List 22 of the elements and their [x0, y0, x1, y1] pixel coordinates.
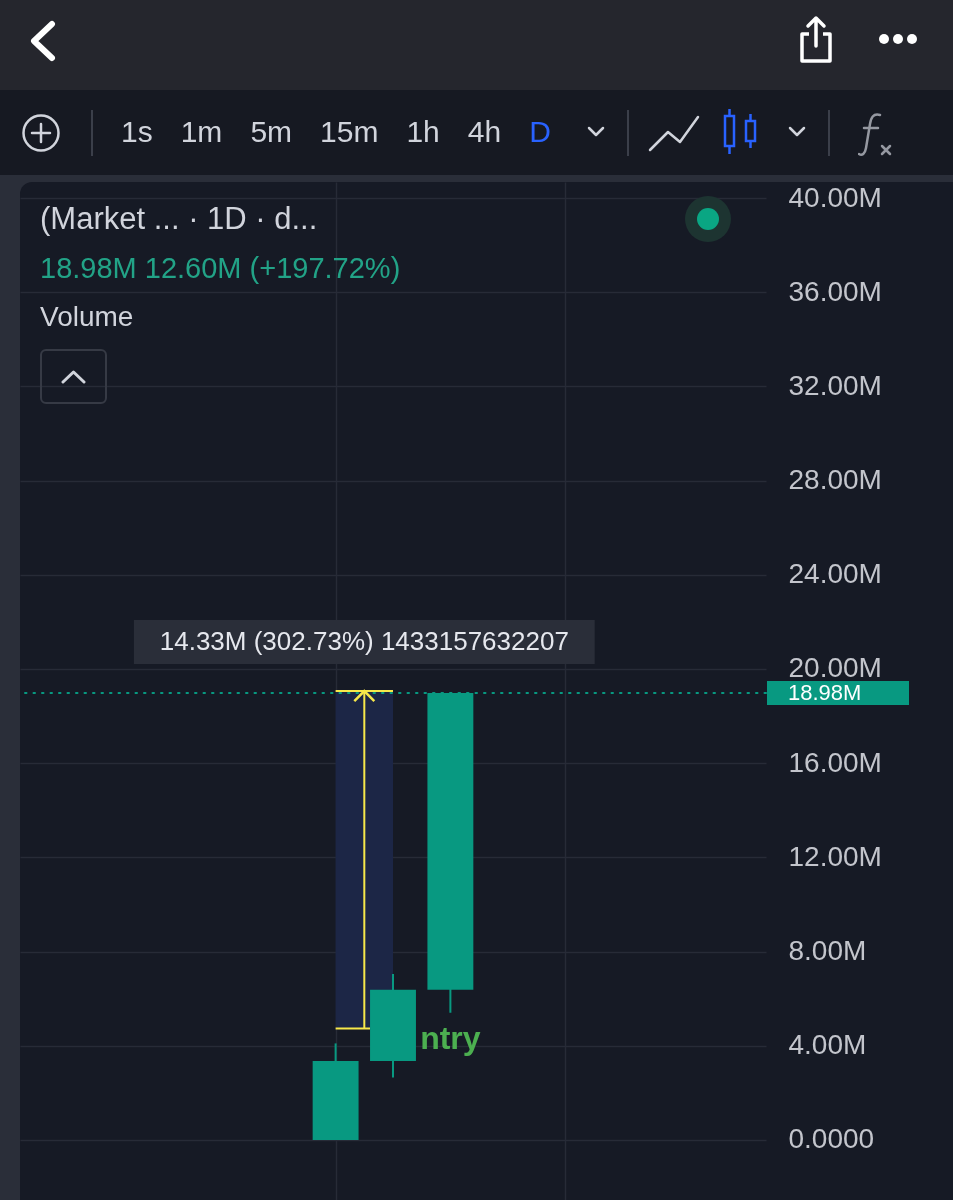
y-tick-label: 36.00M	[788, 275, 882, 307]
text: 5m	[250, 114, 293, 150]
band-label: 14.33M (302.73%) 1433157632207	[159, 626, 569, 657]
annotation: Volume	[40, 300, 134, 334]
y-tick-label: 12.00M	[788, 840, 882, 872]
y-tick-label: 40.00M	[788, 181, 882, 213]
text: 1h	[406, 114, 440, 150]
annotation: ntry	[420, 1019, 481, 1056]
y-tick-label: 8.00M	[788, 935, 867, 967]
text: 15m	[320, 114, 379, 150]
text: 1s	[121, 114, 153, 150]
text: D	[529, 114, 551, 150]
text: (Market ... · 1D · d...	[40, 201, 318, 237]
y-tick-label: 32.00M	[788, 369, 882, 401]
text: 18.98M 12.60M (+197.72%)	[40, 251, 401, 285]
y-tick-label: 0.0000	[788, 1123, 875, 1155]
y-tick-label: 28.00M	[788, 464, 882, 496]
text: 4h	[467, 114, 502, 150]
y-tick-label: 16.00M	[788, 746, 882, 778]
text: 1m	[180, 114, 223, 150]
y-tick-label: 4.00M	[788, 1029, 867, 1061]
y-tick-label: 24.00M	[788, 558, 882, 590]
